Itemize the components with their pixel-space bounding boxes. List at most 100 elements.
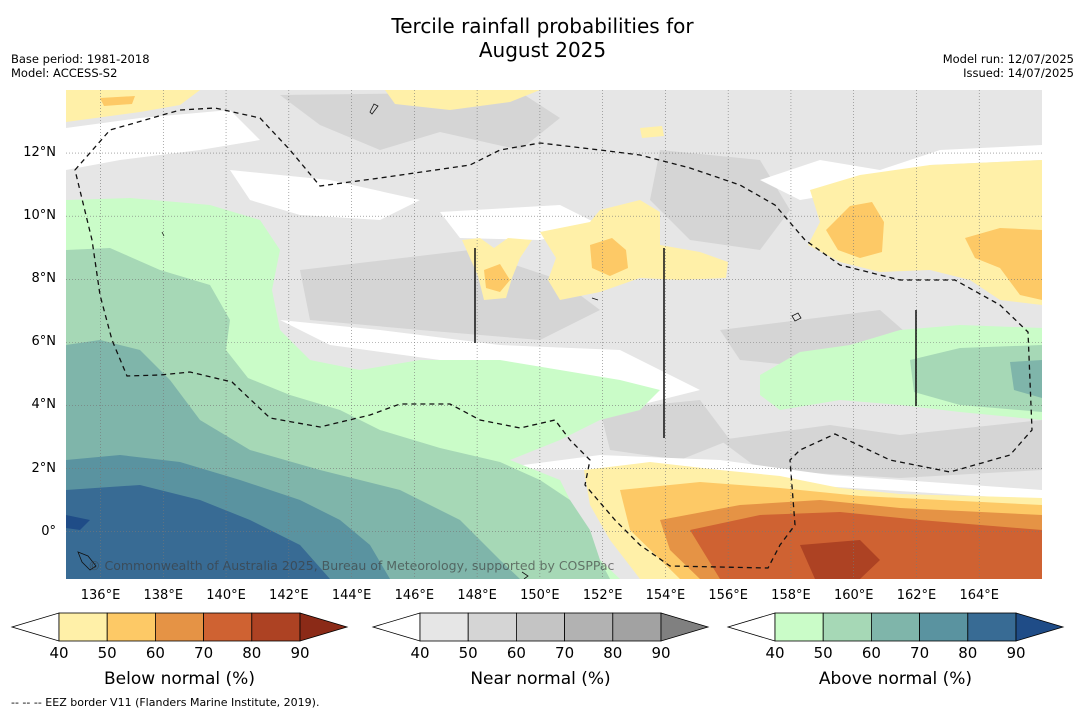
y-tick-label: 10°N (23, 208, 56, 224)
colorbar-under-triangle (371, 612, 421, 642)
x-tick-label: 162°E (896, 588, 937, 603)
below-normal-50-region (965, 228, 1042, 300)
colorbar-tick-label: 70 (910, 644, 930, 662)
y-tick-label: 6°N (31, 334, 57, 350)
colorbar-tick-label: 90 (651, 644, 671, 662)
above-normal-80-region (66, 485, 330, 579)
y-tick-label: 8°N (31, 271, 57, 287)
above-normal-90-region (66, 515, 90, 530)
colorbar-segment (251, 612, 301, 642)
colorbar-tick-label: 50 (813, 644, 833, 662)
above-normal-50-region (910, 345, 1042, 412)
colorbar-segment (203, 612, 253, 642)
y-tick-label: 4°N (31, 397, 57, 413)
colorbar-title: Below normal (%) (104, 669, 255, 689)
x-tick-label: 144°E (331, 588, 372, 603)
below-normal-70-region (690, 512, 1042, 579)
y-tick-label: 0° (41, 523, 56, 539)
colorbar-segment (58, 612, 108, 642)
below-normal-40-region (385, 90, 540, 110)
grid-lines (66, 90, 1042, 579)
run-info-right: Model run: 12/07/2025 Issued: 14/07/2025 (943, 52, 1074, 80)
colorbar-segment (564, 612, 614, 642)
colorbar-segment (967, 612, 1017, 642)
near-normal-50-region (300, 250, 600, 340)
y-tick-label: 2°N (31, 460, 57, 476)
model-name: Model: ACCESS-S2 (11, 66, 118, 80)
islands (77, 103, 802, 579)
x-tick-label: 146°E (394, 588, 435, 603)
colorbar-tick-label: 50 (458, 644, 478, 662)
run-info-left: Base period: 1981-2018 Model: ACCESS-S2 (11, 52, 150, 80)
colorbar-segment (419, 612, 469, 642)
colorbar-over-triangle (660, 612, 710, 642)
colorbar-tick-label: 80 (603, 644, 623, 662)
colorbar-segment (612, 612, 662, 642)
x-tick-label: 164°E (959, 588, 999, 603)
colorbar-title: Above normal (%) (818, 669, 973, 689)
colorbar-segment (822, 612, 872, 642)
x-tick-label: 154°E (645, 588, 686, 603)
island-outline (161, 231, 165, 237)
near-normal-50-region (720, 420, 1042, 478)
x-tick-label: 156°E (708, 588, 748, 603)
x-tick-label: 158°E (771, 588, 811, 603)
colorbar-2 (371, 612, 710, 642)
near-normal-50-region (280, 92, 560, 150)
colorbar-tick-label: 80 (242, 644, 262, 662)
colorbar-tick-label: 60 (861, 644, 881, 662)
colorbar-segment (467, 612, 517, 642)
colorbar-segment (919, 612, 969, 642)
colorbar-segment (871, 612, 921, 642)
colorbar-1 (10, 612, 349, 642)
colorbar-tick-label: 70 (194, 644, 214, 662)
colorbar-3 (726, 612, 1065, 642)
colorbar-tick-label: 60 (506, 644, 526, 662)
island-outline (591, 297, 599, 301)
eez-border (74, 107, 1033, 569)
below-normal-50-region (590, 238, 628, 276)
no-signal-region (230, 170, 420, 220)
y-tick-label: 12°N (23, 145, 56, 161)
below-normal-50-region (484, 264, 510, 292)
colorbar-tick-label: 90 (290, 644, 310, 662)
colorbar-title: Near normal (%) (470, 669, 611, 689)
island-outline (77, 551, 97, 571)
title-line-2: August 2025 (478, 38, 607, 62)
x-tick-label: 136°E (80, 588, 121, 603)
colorbar-tick-label: 90 (1006, 644, 1026, 662)
near-normal-50-region (650, 150, 790, 250)
colorbar-segment (154, 612, 204, 642)
near-normal-50-region (600, 400, 730, 460)
issued-date: Issued: 14/07/2025 (963, 66, 1074, 80)
x-tick-label: 138°E (143, 588, 184, 603)
island-outline (791, 312, 802, 322)
colorbar-tick-label: 50 (97, 644, 117, 662)
colorbar-tick-label: 80 (958, 644, 978, 662)
x-tick-label: 160°E (833, 588, 874, 603)
x-tick-label: 152°E (582, 588, 623, 603)
below-normal-50-region (100, 96, 135, 106)
base-period: Base period: 1981-2018 (11, 52, 150, 66)
below-normal-40-region (640, 126, 664, 138)
below-normal-40-region (540, 200, 728, 300)
copyright-notice: © Commonwealth of Australia 2025, Bureau… (88, 558, 615, 573)
x-tick-label: 150°E (520, 588, 560, 603)
island-outline (521, 571, 529, 579)
colorbar-tick-label: 60 (145, 644, 165, 662)
colorbar-tick-label: 40 (49, 644, 69, 662)
colorbar-tick-label: 40 (765, 644, 785, 662)
colorbar-under-triangle (10, 612, 60, 642)
x-tick-label: 148°E (457, 588, 497, 603)
below-normal-40-region (66, 90, 200, 122)
colorbar-segment (774, 612, 824, 642)
model-run-date: Model run: 12/07/2025 (942, 52, 1074, 66)
colorbar-tick-label: 70 (555, 644, 575, 662)
island-outline (369, 103, 379, 115)
map-area (66, 90, 1042, 579)
colorbar-over-triangle (1015, 612, 1065, 642)
colorbar-over-triangle (299, 612, 349, 642)
colorbar-under-triangle (726, 612, 776, 642)
colorbar-segment (106, 612, 156, 642)
